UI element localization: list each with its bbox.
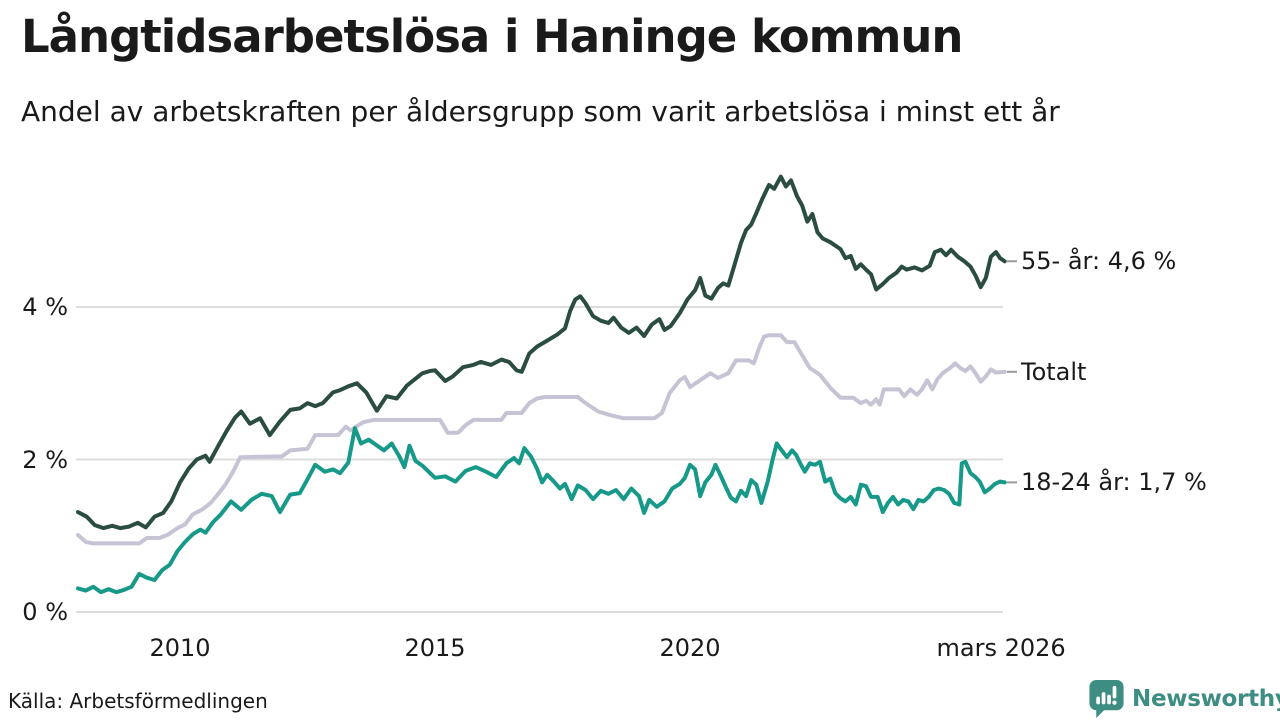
brand-logo: Newsworthy [1088,679,1280,719]
series-line-55- år [76,174,1007,531]
series-label-55- år: 55- år: 4,6 % [1021,247,1177,276]
source-note: Källa: Arbetsförmedlingen [8,689,268,713]
series-label-18-24 år: 18-24 år: 1,7 % [1021,468,1207,497]
x-axis-tick-label: 2015 [404,634,466,662]
x-axis-tick-label: 2010 [149,634,211,662]
page-title: Långtidsarbetslösa i Haninge kommun [21,10,963,63]
newsworthy-icon [1089,679,1124,719]
brand-name: Newsworthy [1132,686,1280,712]
series-line-Totalt [76,333,1007,546]
series-label-Totalt: Totalt [1021,357,1087,386]
series-line-18-24 år [76,426,1007,595]
y-axis-tick-label: 4 % [22,293,68,321]
page-subtitle: Andel av arbetskraften per åldersgrupp s… [21,95,1060,128]
x-axis-tick-label: 2020 [659,634,721,662]
y-axis-tick-label: 0 % [22,598,68,626]
x-axis-tick-label: mars 2026 [936,634,1066,662]
y-axis-tick-label: 2 % [22,445,68,474]
